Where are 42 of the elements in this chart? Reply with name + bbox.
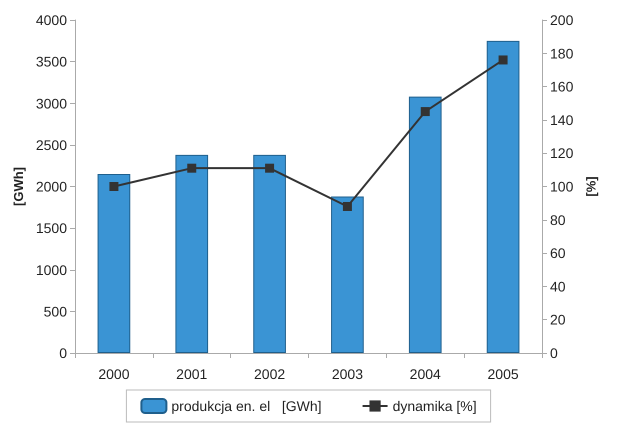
bar [98, 174, 130, 353]
y-tick-label: 3500 [36, 54, 68, 70]
y-tick-label: 500 [44, 303, 68, 320]
bar [331, 196, 364, 353]
point [420, 107, 430, 116]
y2-tick-label: 180 [550, 45, 574, 62]
y2-tick-label: 200 [550, 12, 574, 28]
y-tick-label: 2500 [36, 136, 68, 153]
y2-tick-label: 60 [550, 245, 566, 262]
y2-axis-title: [%] [583, 176, 598, 197]
x-tick-label: 2000 [98, 366, 130, 382]
y2-tick-label: 100 [550, 178, 574, 194]
y2-tick-label: 40 [550, 278, 566, 294]
y-tick-label: 3000 [36, 95, 68, 112]
point [265, 164, 274, 173]
bar [175, 154, 208, 353]
point [342, 202, 352, 211]
x-tick-label: 2003 [332, 366, 364, 382]
y2-tick-label: 80 [550, 212, 566, 228]
bar [486, 40, 520, 353]
x-tick-label: 2002 [254, 366, 286, 382]
legend-label: produkcja en. el [GWh] [171, 398, 322, 414]
y-axis-title: [GWh] [10, 167, 26, 206]
x-tick-label: 2004 [410, 366, 442, 382]
point [498, 55, 508, 64]
point [187, 164, 196, 173]
y2-tick-label: 20 [550, 312, 566, 328]
x-tick-label: 2005 [488, 366, 519, 382]
y2-tick-label: 0 [550, 345, 558, 361]
legend-label: dynamika [%] [392, 398, 477, 414]
bar [253, 154, 286, 353]
y-tick-label: 1500 [36, 220, 68, 236]
bar [408, 96, 442, 353]
x-tick-label: 2001 [176, 366, 208, 382]
y-tick-label: 0 [59, 345, 68, 361]
y2-tick-label: 140 [550, 112, 574, 128]
y-tick-label: 1000 [36, 262, 68, 278]
y-tick-label: 2000 [36, 178, 68, 194]
point [109, 182, 118, 191]
y2-tick-label: 120 [550, 145, 574, 162]
y2-tick-label: 160 [550, 78, 574, 95]
y-tick-label: 4000 [36, 12, 68, 28]
